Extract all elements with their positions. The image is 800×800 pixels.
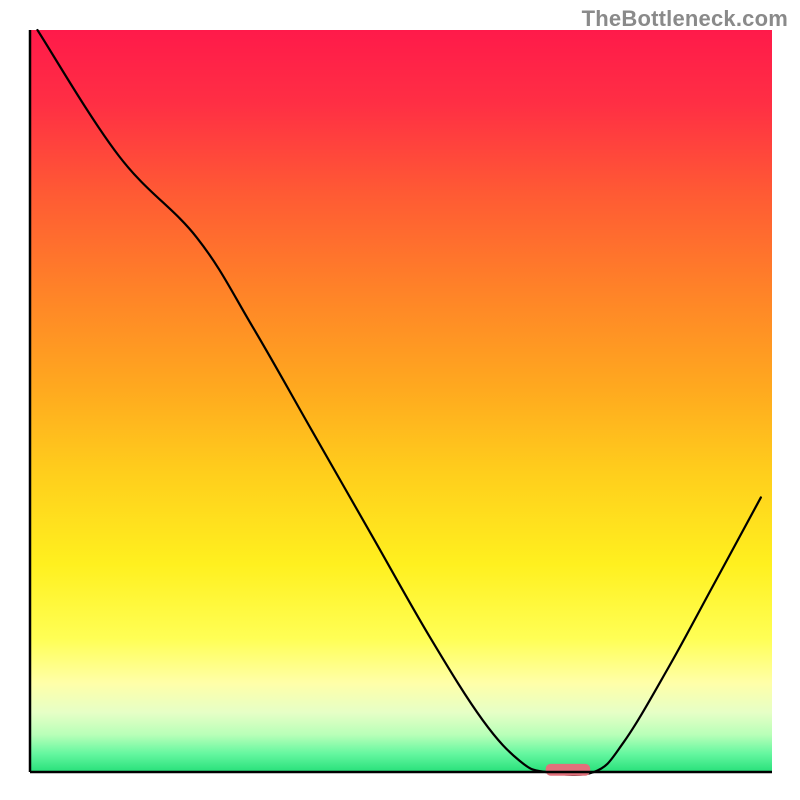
gradient-background bbox=[30, 30, 772, 772]
plot-wrap bbox=[0, 0, 800, 800]
chart-svg bbox=[0, 0, 800, 800]
optimal-marker bbox=[546, 764, 591, 776]
chart-container: TheBottleneck.com bbox=[0, 0, 800, 800]
